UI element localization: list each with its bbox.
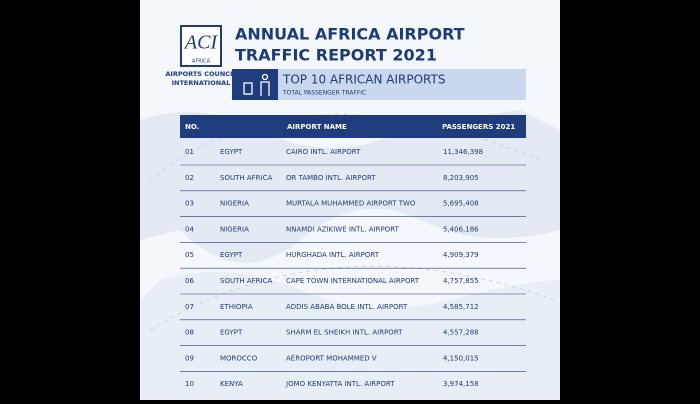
airport-name: CAIRO INTL. AIRPORT — [286, 148, 361, 156]
passengers: 4,909,379 — [443, 251, 479, 259]
country: NIGERIA — [220, 225, 249, 233]
airport-name: CAPE TOWN INTERNATIONAL AIRPORT — [286, 277, 420, 285]
logo-mark: ACI — [183, 32, 219, 54]
passengers: 4,757,855 — [443, 277, 479, 285]
country: ETHIOPIA — [220, 303, 253, 311]
rank: 06 — [185, 277, 194, 285]
banner-subtitle: TOTAL PASSENGER TRAFFIC — [282, 90, 366, 97]
airport-name: NNAMDI AZIKIWE INTL. AIRPORT — [286, 225, 400, 233]
country: SOUTH AFRICA — [220, 277, 272, 285]
airport-name: ADDIS ABABA BOLE INTL. AIRPORT — [286, 303, 408, 311]
logo-text: AIRPORTS COUNCIL — [165, 70, 236, 78]
airport-name: AÉROPORT MOHAMMED V — [286, 353, 377, 362]
rank: 08 — [185, 329, 194, 337]
banner-title: TOP 10 AFRICAN AIRPORTS — [282, 73, 445, 87]
banner — [232, 69, 526, 100]
column-header: AIRPORT NAME — [287, 123, 347, 131]
country: SOUTH AFRICA — [220, 174, 272, 182]
rank: 03 — [185, 200, 194, 208]
table-body: 01 EGYPT CAIRO INTL. AIRPORT 11,346,398 02 SO… — [180, 148, 526, 388]
passengers: 4,585,712 — [443, 303, 479, 311]
country: EGYPT — [220, 329, 243, 337]
airport-name: JOMO KENYATTA INTL. AIRPORT — [285, 380, 395, 388]
rank: 04 — [185, 225, 194, 233]
flight-path — [149, 265, 556, 331]
table-header — [180, 115, 526, 138]
passengers: 5,695,408 — [443, 200, 479, 208]
country: EGYPT — [220, 251, 243, 259]
passengers: 4,150,015 — [443, 354, 479, 362]
airport-name: MURTALA MUHAMMED AIRPORT TWO — [286, 200, 416, 208]
passengers: 11,346,398 — [443, 148, 483, 156]
rank: 09 — [185, 354, 194, 362]
traveller-icon — [243, 73, 270, 96]
airport-name: SHARM EL SHEIKH INTL. AIRPORT — [286, 329, 403, 337]
passengers: 3,974,158 — [443, 380, 479, 388]
country: KENYA — [220, 380, 243, 388]
title: TRAFFIC REPORT 2021 — [235, 46, 437, 65]
map-background — [140, 110, 560, 400]
title: ANNUAL AFRICA AIRPORT — [235, 25, 465, 44]
country: MOROCCO — [220, 354, 258, 362]
rank: 07 — [185, 303, 194, 311]
rank: 01 — [185, 148, 194, 156]
passengers: 5,406,186 — [443, 225, 479, 233]
rank: 02 — [185, 174, 194, 182]
passengers: 8,203,905 — [443, 174, 479, 182]
column-header: NO. — [185, 123, 199, 131]
rank: 10 — [185, 380, 194, 388]
column-header: PASSENGERS 2021 — [442, 123, 515, 131]
airport-name: HURGHADA INTL. AIRPORT — [286, 251, 380, 259]
logo-region: AFRICA — [192, 59, 211, 65]
country: NIGERIA — [220, 200, 249, 208]
logo-box — [180, 25, 222, 67]
rank: 05 — [185, 251, 194, 259]
airport-name: OR TAMBO INTL. AIRPORT — [286, 174, 376, 182]
country: EGYPT — [220, 148, 243, 156]
passengers: 4,557,288 — [443, 329, 479, 337]
banner-icon-box — [232, 69, 278, 100]
logo-text: INTERNATIONAL — [172, 79, 231, 87]
